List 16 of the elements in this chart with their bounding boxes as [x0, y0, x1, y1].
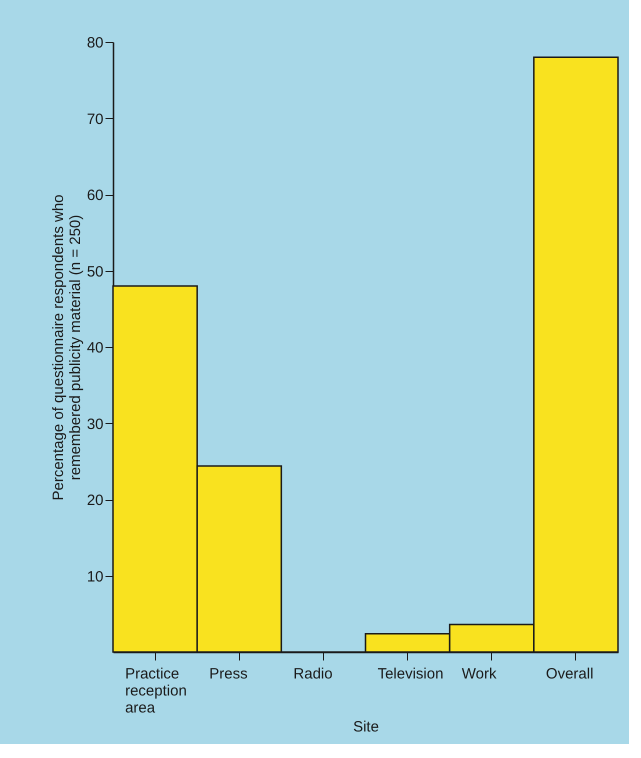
- y-tick-label: 20: [86, 492, 104, 509]
- y-tick-label: 80: [86, 34, 104, 52]
- y-tick-label: 10: [86, 568, 104, 586]
- x-tick-label: Work: [462, 666, 497, 682]
- y-tick-label: 70: [86, 110, 104, 128]
- x-tick-label: Television: [378, 666, 444, 682]
- y-tick-label: 50: [86, 263, 104, 280]
- x-tick-label: Radio: [293, 666, 333, 682]
- y-tick-label: 30: [86, 416, 104, 433]
- x-tick-label: Practice reception area: [125, 666, 187, 716]
- x-axis-title: Site: [353, 718, 379, 736]
- x-tick-label: Overall: [546, 666, 594, 682]
- x-tick-label: Press: [209, 666, 248, 682]
- y-axis-title: Percentage of questionnaire respondents who remembered publicity material (n = 250): [50, 194, 84, 501]
- y-tick-label: 40: [86, 340, 104, 356]
- y-tick-label: 60: [86, 187, 104, 204]
